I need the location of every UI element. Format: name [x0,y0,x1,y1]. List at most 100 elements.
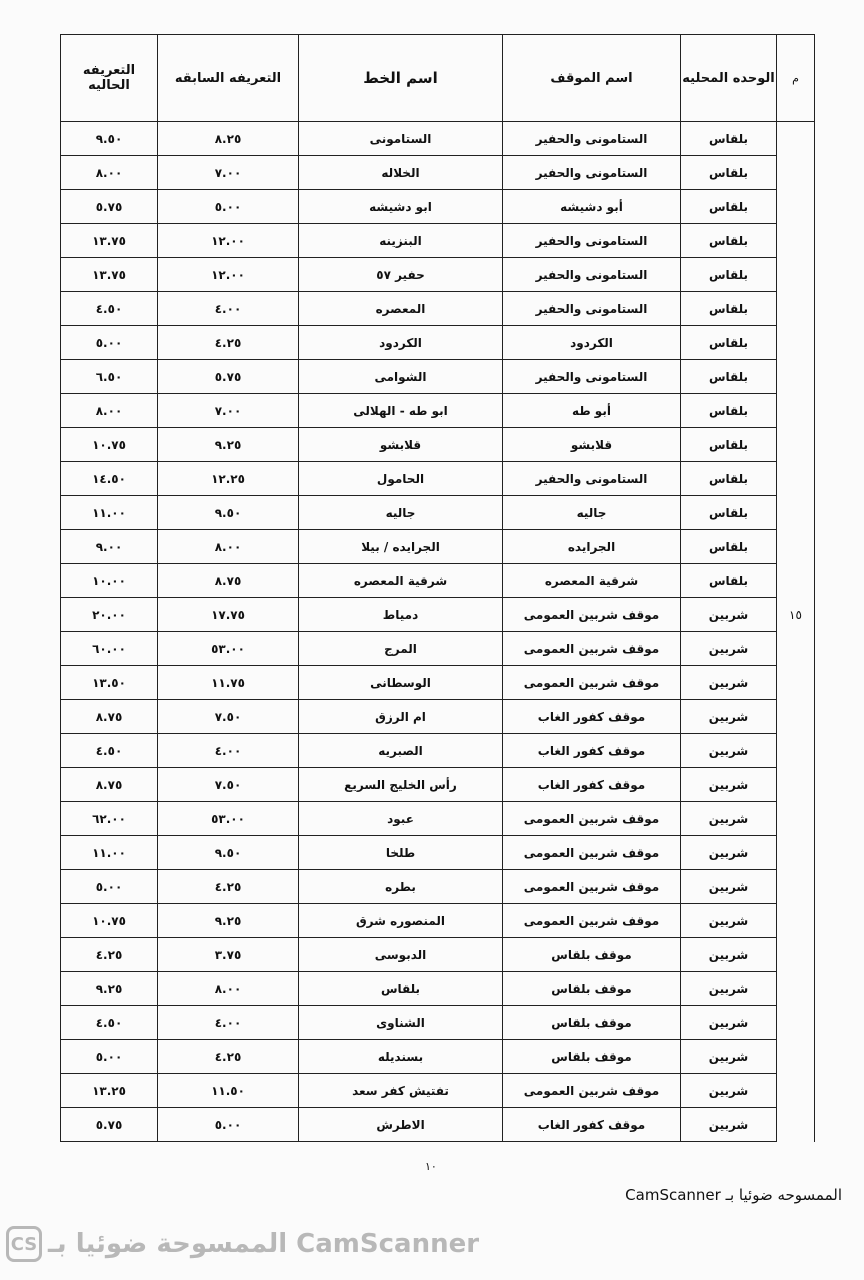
current-cell: ٨.٠٠ [60,393,158,428]
unit-cell: شربين [680,903,777,938]
unit-cell: بلقاس [680,189,777,224]
unit-cell: بلقاس [680,427,777,462]
unit-cell: شربين [680,801,777,836]
table-row: شربين موقف كفور الغاب الصبريه ٤.٠٠ ٤.٥٠ [60,733,815,768]
row-number-cell [776,1073,815,1108]
table-row: شربين موقف كفور الغاب الاطرش ٥.٠٠ ٥.٧٥ [60,1107,815,1142]
line-cell: حفير ٥٧ [298,257,503,292]
line-cell: دمياط [298,597,503,632]
table-row: بلقاس الستامونى والحفير حفير ٥٧ ١٢.٠٠ ١٣.٧٥ [60,257,815,292]
table-row: بلقاس الستامونى والحفير الستامونى ٨.٢٥ ٩.٥٠ [60,121,815,156]
current-cell: ١٠.٧٥ [60,903,158,938]
unit-cell: شربين [680,767,777,802]
station-cell: الستامونى والحفير [502,461,681,496]
row-number-cell: ١٥ [776,597,815,632]
current-cell: ١١.٠٠ [60,835,158,870]
line-cell: شرقية المعصره [298,563,503,598]
table-row: بلقاس الكردود الكردود ٤.٢٥ ٥.٠٠ [60,325,815,360]
previous-cell: ٩.٢٥ [157,903,299,938]
previous-cell: ١٢.٢٥ [157,461,299,496]
table-row: شربين موقف شربين العمومى المرج ٥٣.٠٠ ٦٠.٠٠ [60,631,815,666]
row-number-cell [776,189,815,224]
unit-cell: شربين [680,597,777,632]
row-number-cell [776,495,815,530]
previous-cell: ١١.٧٥ [157,665,299,700]
station-cell: موقف كفور الغاب [502,733,681,768]
previous-cell: ٥٣.٠٠ [157,801,299,836]
table-row: بلقاس الستامونى والحفير البنزينه ١٢.٠٠ ١٣.٧٥ [60,223,815,258]
table-row: ١٥ شربين موقف شربين العمومى دمياط ١٧.٧٥ ٢٠.٠٠ [60,597,815,632]
unit-cell: بلقاس [680,495,777,530]
previous-cell: ٥.٠٠ [157,1107,299,1142]
station-cell: قلابشو [502,427,681,462]
station-cell: جاليه [502,495,681,530]
row-number-cell [776,121,815,156]
unit-cell: شربين [680,699,777,734]
station-cell: موقف شربين العمومى [502,1073,681,1108]
table-row: بلقاس شرقية المعصره شرقية المعصره ٨.٧٥ ١٠.٠٠ [60,563,815,598]
station-cell: أبو دشيشه [502,189,681,224]
row-number-cell [776,665,815,700]
current-cell: ٨.٠٠ [60,155,158,190]
unit-cell: بلقاس [680,257,777,292]
station-cell: موقف شربين العمومى [502,903,681,938]
station-cell: موقف كفور الغاب [502,767,681,802]
line-cell: الصبريه [298,733,503,768]
station-cell: موقف بلقاس [502,1039,681,1074]
table-row: بلقاس أبو دشيشه ابو دشيشه ٥.٠٠ ٥.٧٥ [60,189,815,224]
table-row: بلقاس الستامونى والحفير الحامول ١٢.٢٥ ١٤.٥٠ [60,461,815,496]
current-cell: ٥.٠٠ [60,1039,158,1074]
line-cell: الاطرش [298,1107,503,1142]
line-cell: المرج [298,631,503,666]
line-cell: تفتيش كفر سعد [298,1073,503,1108]
previous-cell: ٨.٧٥ [157,563,299,598]
row-number-cell [776,529,815,564]
previous-cell: ٧.٥٠ [157,699,299,734]
line-cell: الكردود [298,325,503,360]
line-cell: طلخا [298,835,503,870]
current-cell: ١٣.٢٥ [60,1073,158,1108]
camscanner-watermark: CS الممسوحة ضوئيا بـ CamScanner [6,1226,479,1262]
current-cell: ١٠.٠٠ [60,563,158,598]
station-cell: موقف بلقاس [502,971,681,1006]
station-cell: الستامونى والحفير [502,223,681,258]
station-cell: شرقية المعصره [502,563,681,598]
station-cell: موقف بلقاس [502,937,681,972]
row-number-cell [776,359,815,394]
table-row: بلقاس قلابشو قلابشو ٩.٢٥ ١٠.٧٥ [60,427,815,462]
previous-cell: ٥.٧٥ [157,359,299,394]
row-number-cell [776,563,815,598]
station-cell: موقف شربين العمومى [502,801,681,836]
table-row: شربين موقف بلقاس الشناوى ٤.٠٠ ٤.٥٠ [60,1005,815,1040]
line-cell: بلقاس [298,971,503,1006]
station-cell: موقف شربين العمومى [502,597,681,632]
table-row: شربين موقف بلقاس الدبوسى ٣.٧٥ ٤.٢٥ [60,937,815,972]
unit-cell: شربين [680,733,777,768]
unit-cell: شربين [680,631,777,666]
line-cell: الخلاله [298,155,503,190]
unit-cell: شربين [680,1073,777,1108]
unit-cell: بلقاس [680,291,777,326]
table-row: شربين موقف شربين العمومى بطره ٤.٢٥ ٥.٠٠ [60,869,815,904]
table-row: شربين موقف شربين العمومى المنصوره شرق ٩.٢٥ ١… [60,903,815,938]
current-cell: ٩.٢٥ [60,971,158,1006]
table-row: بلقاس الستامونى والحفير المعصره ٤.٠٠ ٤.٥٠ [60,291,815,326]
previous-cell: ١٢.٠٠ [157,257,299,292]
unit-cell: شربين [680,937,777,972]
previous-cell: ١١.٥٠ [157,1073,299,1108]
unit-cell: بلقاس [680,121,777,156]
page-number: ١٠ [425,1160,437,1173]
unit-cell: شربين [680,1039,777,1074]
table-row: بلقاس جاليه جاليه ٩.٥٠ ١١.٠٠ [60,495,815,530]
current-cell: ٨.٧٥ [60,699,158,734]
station-cell: الستامونى والحفير [502,257,681,292]
unit-cell: بلقاس [680,461,777,496]
previous-cell: ٩.٢٥ [157,427,299,462]
row-number-cell [776,767,815,802]
line-cell: ابو دشيشه [298,189,503,224]
table-row: شربين موقف كفور الغاب رأس الخليج السريع ٧.٥… [60,767,815,802]
previous-cell: ٣.٧٥ [157,937,299,972]
previous-cell: ٨.٢٥ [157,121,299,156]
station-cell: الستامونى والحفير [502,359,681,394]
